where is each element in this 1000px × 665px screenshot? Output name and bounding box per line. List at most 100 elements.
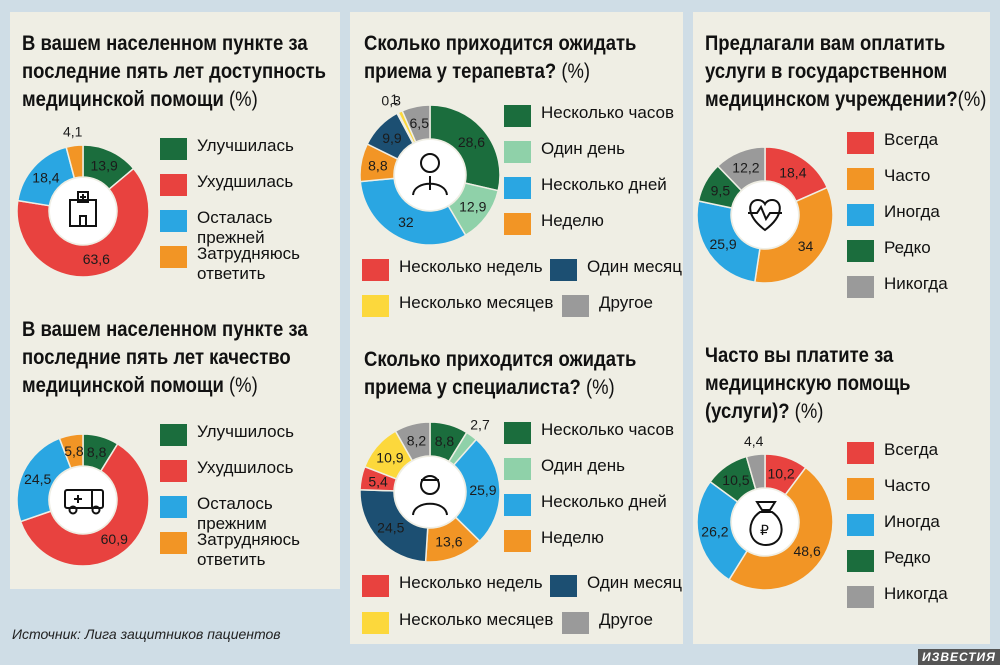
swatch (160, 460, 187, 482)
data-label: 28,6 (458, 134, 485, 150)
data-label: 32 (398, 214, 414, 230)
legend-label: Ухудшилось (197, 458, 294, 477)
chart-title-availability: В вашем населенном пункте за последние п… (22, 32, 327, 111)
data-label: 18,4 (32, 169, 59, 185)
legend-label: Затрудняюсь ответить (197, 244, 300, 283)
legend-item: Редко (847, 548, 948, 584)
legend-quality: Улучшилось Ухудшилось Осталось прежним З… (160, 422, 340, 570)
legend-label: Один день (541, 456, 625, 475)
data-label: 5,4 (368, 473, 388, 489)
data-label: 8,2 (407, 433, 427, 449)
legend-label: Один день (541, 139, 625, 158)
swatch (362, 612, 389, 634)
data-label: 8,8 (87, 444, 107, 460)
swatch (160, 496, 187, 518)
legend-label: Часто (884, 166, 931, 185)
legend-item: Неделю (504, 528, 604, 552)
data-label: 9,5 (711, 182, 731, 198)
legend-item: Один день (504, 139, 625, 163)
hospital-icon (69, 191, 97, 227)
legend-item: Ухудшилось (160, 458, 340, 494)
swatch (504, 213, 531, 235)
swatch (847, 204, 874, 226)
legend-item: Всегда (847, 440, 948, 476)
data-label: 18,4 (779, 164, 806, 180)
pie-slice (728, 466, 834, 591)
legend-availability: Улучшилась Ухудшилась Осталась прежней З… (160, 136, 340, 284)
data-label: 13,9 (91, 158, 118, 174)
legend-label: Иногда (884, 202, 940, 221)
chart-title-pay-often: Часто вы платите за медицинскую помощь (… (705, 344, 911, 423)
swatch (847, 514, 874, 536)
legend-item: Несколько месяцев (362, 293, 553, 317)
swatch (160, 174, 187, 196)
swatch (362, 295, 389, 317)
swatch (504, 494, 531, 516)
legend-item: Затрудняюсь ответить (160, 530, 337, 570)
legend-label: Несколько недель (399, 573, 543, 592)
data-label: 24,5 (377, 520, 404, 536)
legend-label: Редко (884, 548, 931, 567)
data-label: 0,3 (381, 93, 401, 109)
swatch (362, 259, 389, 281)
legend-item: Затрудняюсь ответить (160, 244, 337, 284)
legend-item: Иногда (847, 202, 948, 238)
pie-slice (452, 438, 501, 543)
legend-item: Часто (847, 476, 948, 512)
legend-label: Улучшилась (197, 136, 294, 155)
data-label: 5,8 (64, 443, 84, 459)
data-label: 25,9 (469, 482, 496, 498)
swatch (160, 138, 187, 160)
legend-label: Несколько часов (541, 103, 675, 122)
legend-label: Всегда (884, 130, 939, 149)
legend-item: Другое (562, 293, 653, 317)
pie-slice (16, 437, 72, 523)
legend-item: Несколько часов (504, 420, 675, 444)
legend-label: Редко (884, 238, 931, 257)
legend-label: Несколько часов (541, 420, 675, 439)
legend-item: Несколько часов (504, 103, 675, 127)
swatch (562, 295, 589, 317)
legend-item: Улучшилась (160, 136, 340, 172)
data-label: 10,2 (767, 466, 794, 482)
legend-item: Один день (504, 456, 625, 480)
chart-title-specialist: Сколько приходится ожидать приема у спец… (364, 348, 637, 399)
legend-label: Несколько месяцев (399, 610, 554, 629)
swatch (504, 141, 531, 163)
swatch (504, 530, 531, 552)
legend-label: Ухудшилась (197, 172, 294, 191)
swatch (362, 575, 389, 597)
right-panel: Предлагали вам оплатить услуги в государ… (693, 12, 990, 644)
legend-label: Осталось прежним (197, 494, 273, 533)
donut-hole (50, 178, 116, 244)
data-label: 4,4 (744, 433, 764, 449)
donut-chart-1: 8,8 60,9 24,5 5,8 (16, 433, 150, 567)
legend-label: Неделю (541, 211, 604, 230)
data-label: 6,5 (410, 115, 430, 131)
pie-slice (58, 433, 84, 470)
legend-label: Всегда (884, 440, 939, 459)
legend-item: Один месяц (550, 257, 682, 281)
donut-hole (395, 457, 465, 527)
legend-label: Улучшилось (197, 422, 294, 441)
pie-slice (19, 442, 150, 567)
legend-item: Осталась прежней (160, 208, 340, 247)
donut-chart-2: 28,6 12,9 32 8,8 9,9 0,31 6,5 (359, 91, 501, 246)
data-label: 4,1 (63, 124, 83, 140)
data-label: 2,7 (470, 417, 490, 433)
swatch (847, 132, 874, 154)
legend-item: Несколько дней (504, 175, 667, 199)
data-label: 48,6 (793, 543, 820, 559)
swatch (504, 177, 531, 199)
legend-label: Один месяц (587, 573, 682, 592)
pie-slice (401, 104, 431, 143)
legend-pay-often: Всегда Часто Иногда Редко Никогда (847, 440, 948, 620)
swatch (847, 586, 874, 608)
money-bag-icon: ₽ (749, 501, 783, 547)
data-label: 10,5 (722, 472, 749, 488)
data-label: 12,9 (459, 198, 486, 214)
legend-item: Несколько недель (362, 257, 543, 281)
swatch (847, 240, 874, 262)
legend-item: Осталось прежним (160, 494, 340, 533)
